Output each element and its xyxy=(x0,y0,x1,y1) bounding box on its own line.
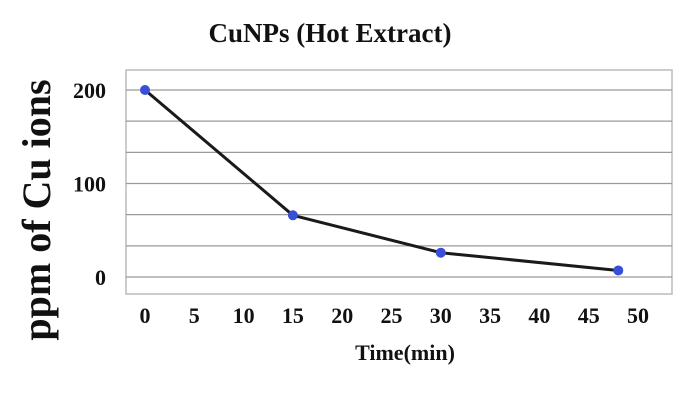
data-point xyxy=(435,247,446,258)
x-tick-label: 5 xyxy=(189,303,200,328)
x-tick-label: 30 xyxy=(430,303,452,328)
x-tick-label: 10 xyxy=(233,303,255,328)
chart-title: CuNPs (Hot Extract) xyxy=(209,18,452,48)
x-tick-label: 0 xyxy=(140,303,151,328)
series-line xyxy=(144,88,619,272)
data-point xyxy=(613,265,624,276)
y-tick-labels: 200 100 0 xyxy=(73,78,106,290)
x-axis-label: Time(min) xyxy=(355,340,455,365)
x-tick-label: 20 xyxy=(331,303,353,328)
data-markers xyxy=(140,85,624,276)
plot-frame xyxy=(125,69,673,295)
y-axis-label: ppm of Cu ions xyxy=(14,79,59,340)
x-tick-label: 15 xyxy=(282,303,304,328)
y-tick-label: 200 xyxy=(73,78,106,103)
x-tick-label: 25 xyxy=(381,303,403,328)
y-tick-label: 0 xyxy=(95,265,106,290)
x-tick-label: 40 xyxy=(528,303,550,328)
x-tick-label: 35 xyxy=(479,303,501,328)
x-tick-label: 45 xyxy=(578,303,600,328)
data-point xyxy=(140,85,150,95)
x-tick-label: 50 xyxy=(627,303,649,328)
y-tick-label: 100 xyxy=(73,172,106,197)
x-tick-labels: 0 5 10 15 20 25 30 35 40 45 50 xyxy=(140,303,650,328)
data-point xyxy=(287,210,298,221)
